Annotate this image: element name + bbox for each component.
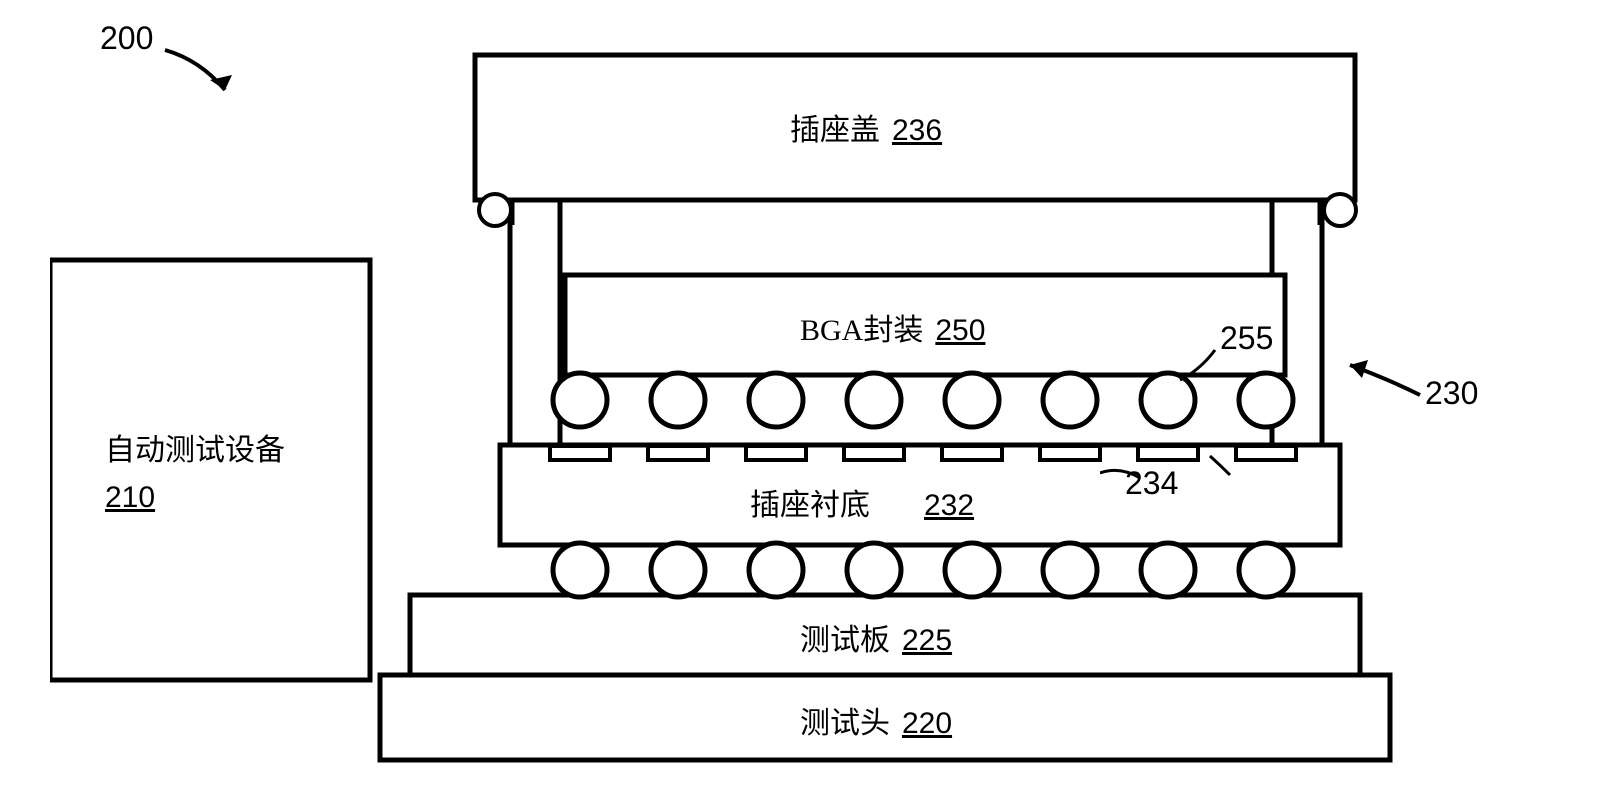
bga-ref: 250 bbox=[935, 314, 985, 348]
test-board-ref: 225 bbox=[902, 624, 952, 658]
pad-ref-234: 234 bbox=[1125, 465, 1178, 502]
bga-label-group: BGA封装 250 bbox=[800, 305, 985, 349]
ball-ref-255: 255 bbox=[1220, 320, 1273, 357]
diagram-container: 200 bbox=[50, 30, 1550, 770]
socket-base-label-group: 插座衬底 232 bbox=[750, 480, 974, 524]
socket-base-label: 插座衬底 bbox=[750, 480, 870, 524]
test-head-label: 测试头 bbox=[800, 698, 890, 742]
socket-lid-label: 插座盖 bbox=[790, 105, 880, 149]
socket-lid-label-group: 插座盖 236 bbox=[790, 105, 942, 149]
socket-base-ref: 232 bbox=[924, 489, 974, 523]
socket-lid-ref: 236 bbox=[892, 114, 942, 148]
test-board-label: 测试板 bbox=[800, 615, 890, 659]
figure-ref-200: 200 bbox=[100, 20, 153, 57]
ate-ref: 210 bbox=[105, 481, 155, 515]
test-head-ref: 220 bbox=[902, 707, 952, 741]
test-head-label-group: 测试头 220 bbox=[800, 698, 952, 742]
ate-label-group: 自动测试设备 210 bbox=[105, 425, 315, 515]
socket-ref-230: 230 bbox=[1425, 375, 1478, 412]
ate-label: 自动测试设备 bbox=[105, 425, 285, 469]
bga-label: BGA封装 bbox=[800, 305, 923, 349]
test-board-label-group: 测试板 225 bbox=[800, 615, 952, 659]
